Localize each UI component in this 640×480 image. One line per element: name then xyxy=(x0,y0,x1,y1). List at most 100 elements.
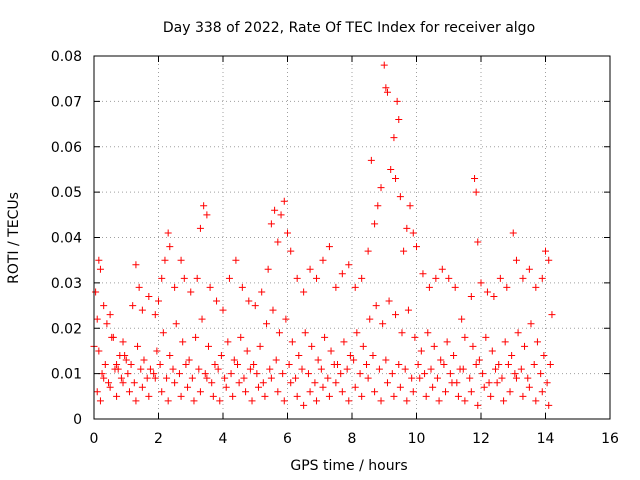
data-point xyxy=(146,365,154,373)
data-point xyxy=(138,306,146,314)
data-point xyxy=(443,338,451,346)
data-point xyxy=(416,374,424,382)
data-point xyxy=(396,383,404,391)
data-point xyxy=(395,116,403,124)
y-tick-label: 0.08 xyxy=(51,49,82,65)
data-point xyxy=(414,361,422,369)
data-point xyxy=(530,361,538,369)
data-point xyxy=(503,283,511,291)
data-point xyxy=(274,388,282,396)
data-point xyxy=(272,356,280,364)
data-point xyxy=(93,315,101,323)
data-point xyxy=(306,265,314,273)
data-point xyxy=(417,347,425,355)
data-point xyxy=(419,270,427,278)
data-point xyxy=(363,361,371,369)
data-point xyxy=(413,243,420,251)
data-point xyxy=(259,379,267,387)
data-point xyxy=(280,197,288,205)
data-point xyxy=(125,388,133,396)
data-point xyxy=(396,193,404,201)
data-point xyxy=(184,383,192,391)
data-point xyxy=(364,374,372,382)
data-point xyxy=(266,365,274,373)
data-point xyxy=(346,351,354,359)
data-point xyxy=(172,320,180,328)
data-point xyxy=(96,397,104,405)
data-point xyxy=(390,392,398,400)
data-point xyxy=(514,329,522,337)
data-point xyxy=(317,365,325,373)
y-tick-label: 0.04 xyxy=(51,231,82,247)
x-tick-labels: 0 2 4 6 8 10 12 14 16 xyxy=(90,431,619,447)
data-point xyxy=(440,361,448,369)
x-tick-label: 8 xyxy=(348,431,357,447)
data-point xyxy=(106,383,114,391)
data-point xyxy=(488,347,496,355)
data-point xyxy=(543,379,551,387)
data-point xyxy=(209,392,217,400)
data-point xyxy=(545,401,553,409)
y-tick-label: 0 xyxy=(73,412,82,428)
data-point xyxy=(472,361,480,369)
data-point xyxy=(237,333,245,341)
data-point xyxy=(338,388,346,396)
data-point xyxy=(446,370,454,378)
data-point xyxy=(538,388,546,396)
data-point xyxy=(542,247,549,255)
data-point xyxy=(261,392,269,400)
data-point xyxy=(216,397,224,405)
data-point xyxy=(371,220,379,228)
data-point xyxy=(313,397,321,405)
data-point xyxy=(264,265,272,273)
data-point xyxy=(253,370,261,378)
data-point xyxy=(225,274,233,282)
data-point xyxy=(140,356,148,364)
data-point xyxy=(203,211,211,219)
data-point xyxy=(145,292,153,300)
data-point xyxy=(235,379,243,387)
data-point xyxy=(450,351,458,359)
data-point xyxy=(129,302,137,310)
data-point xyxy=(332,283,340,291)
data-point xyxy=(130,379,138,387)
data-point xyxy=(196,388,204,396)
data-point xyxy=(480,383,488,391)
data-point xyxy=(338,270,346,278)
data-point xyxy=(466,374,474,382)
data-point xyxy=(383,379,391,387)
data-point xyxy=(379,320,387,328)
data-point xyxy=(319,256,327,264)
data-point xyxy=(267,220,275,228)
data-point xyxy=(469,342,477,350)
data-point xyxy=(163,374,171,382)
data-point xyxy=(277,211,285,219)
data-point xyxy=(161,256,169,264)
data-point xyxy=(230,356,238,364)
data-point xyxy=(292,374,300,382)
data-point xyxy=(95,256,103,264)
data-point xyxy=(250,361,258,369)
data-point xyxy=(474,401,482,409)
y-axis-label: ROTI / TECUs xyxy=(6,192,22,284)
data-point xyxy=(200,202,208,210)
data-point xyxy=(517,365,525,373)
data-point xyxy=(280,397,288,405)
data-point xyxy=(251,302,259,310)
data-point xyxy=(403,224,411,232)
data-point xyxy=(285,361,293,369)
data-point xyxy=(435,397,443,405)
data-point xyxy=(138,383,146,391)
data-point xyxy=(269,306,277,314)
data-point xyxy=(171,379,179,387)
data-point xyxy=(351,283,359,291)
data-point xyxy=(274,238,282,246)
data-point xyxy=(371,388,379,396)
data-point xyxy=(171,283,179,291)
data-point xyxy=(508,351,516,359)
data-point xyxy=(196,224,204,232)
data-point xyxy=(314,356,322,364)
data-point xyxy=(377,397,385,405)
data-point xyxy=(279,370,287,378)
data-point xyxy=(201,370,209,378)
